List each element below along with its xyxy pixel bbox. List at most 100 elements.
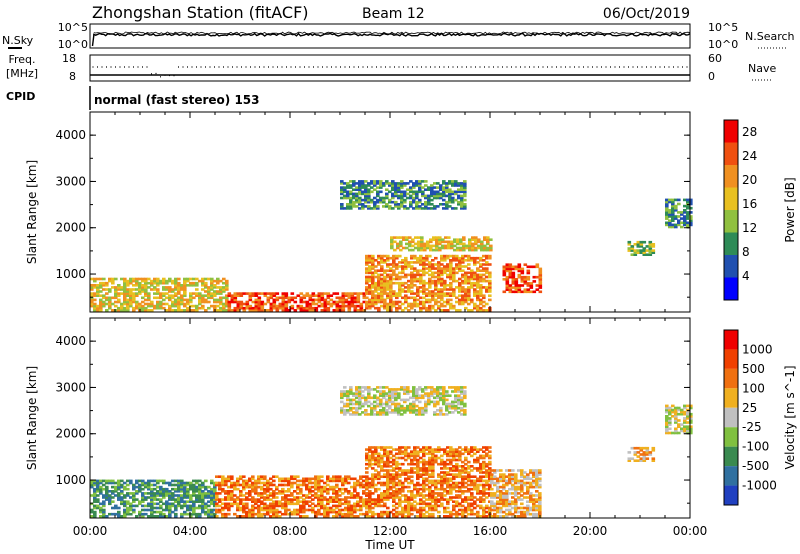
- heatmap-cell: [449, 261, 453, 264]
- heatmap-cell: [437, 494, 441, 497]
- heatmap-cell: [266, 479, 270, 483]
- heatmap-cell: [129, 481, 133, 485]
- heatmap-cell: [437, 279, 441, 283]
- heatmap-cell: [461, 300, 465, 304]
- heatmap-cell: [389, 256, 393, 260]
- heatmap-cell: [358, 200, 362, 204]
- heatmap-cell: [147, 277, 151, 281]
- heatmap-cell: [251, 292, 256, 295]
- heatmap-cell: [189, 483, 193, 487]
- heatmap-cell: [284, 512, 288, 516]
- heatmap-cell: [272, 490, 276, 493]
- heatmap-cell: [476, 450, 480, 453]
- heatmap-cell: [422, 304, 426, 308]
- noise-left-tick-top: 10^5: [58, 21, 88, 34]
- heatmap-cell: [335, 500, 339, 503]
- heatmap-cell: [520, 267, 525, 271]
- heatmap-cell: [379, 198, 383, 202]
- heatmap-cell: [407, 296, 411, 300]
- heatmap-cell: [174, 300, 178, 304]
- heatmap-cell: [284, 306, 289, 310]
- heatmap-cell: [349, 402, 353, 406]
- heatmap-cell: [236, 294, 241, 297]
- heatmap-cell: [338, 512, 342, 516]
- heatmap-cell: [284, 292, 289, 295]
- heatmap-cell: [502, 492, 506, 495]
- heatmap-cell: [305, 306, 310, 310]
- heatmap-cell: [514, 288, 519, 291]
- heatmap-cell: [373, 394, 377, 397]
- heatmap-cell: [361, 203, 365, 206]
- heatmap-cell: [171, 504, 175, 508]
- heatmap-cell: [117, 506, 121, 510]
- heatmap-cell: [382, 402, 386, 406]
- heatmap-cell: [413, 273, 417, 277]
- heatmap-cell: [455, 500, 459, 503]
- heatmap-cell: [392, 504, 396, 508]
- heatmap-cell: [338, 502, 342, 506]
- heatmap-cell: [505, 481, 509, 485]
- heatmap-cell: [314, 483, 318, 487]
- heatmap-cell: [514, 475, 518, 478]
- heatmap-cell: [254, 485, 258, 489]
- heatmap-cell: [153, 494, 157, 497]
- heatmap-cell: [392, 290, 396, 293]
- heatmap-cell: [532, 290, 537, 294]
- heatmap-cell: [368, 259, 372, 262]
- heatmap-cell: [368, 454, 372, 458]
- heatmap-cell: [508, 481, 512, 485]
- heatmap-cell: [129, 479, 133, 483]
- heatmap-cell: [355, 192, 359, 196]
- heatmap-cell: [467, 471, 471, 474]
- heatmap-cell: [440, 494, 444, 497]
- heatmap-cell: [479, 506, 483, 510]
- heatmap-cell: [379, 404, 383, 408]
- heatmap-cell: [320, 500, 324, 503]
- heatmap-cell: [352, 205, 356, 208]
- ytick-label: 1000: [55, 267, 86, 281]
- heatmap-cell: [105, 298, 109, 302]
- heatmap-cell: [398, 473, 402, 476]
- heatmap-cell: [126, 483, 130, 487]
- heatmap-cell: [201, 281, 205, 285]
- heatmap-cell: [99, 290, 103, 293]
- heatmap-cell: [382, 390, 386, 393]
- heatmap-cell: [308, 298, 313, 302]
- heatmap-cell: [367, 194, 371, 198]
- heatmap-cell: [422, 506, 426, 510]
- heatmap-cell: [275, 309, 280, 312]
- heatmap-cell: [415, 404, 419, 408]
- heatmap-cell: [189, 500, 193, 503]
- heatmap-cell: [462, 236, 466, 239]
- heatmap-cell: [141, 296, 145, 300]
- heatmap-cell: [461, 504, 465, 508]
- heatmap-cell: [180, 479, 184, 483]
- heatmap-cell: [395, 275, 399, 279]
- heatmap-cell: [508, 487, 512, 491]
- heatmap-cell: [444, 244, 448, 248]
- heatmap-cell: [138, 306, 142, 310]
- heatmap-cell: [365, 304, 369, 308]
- heatmap-cell: [386, 492, 390, 495]
- heatmap-cell: [415, 184, 419, 187]
- heatmap-cell: [502, 500, 506, 503]
- heatmap-cell: [482, 300, 486, 304]
- heatmap-cell: [463, 182, 467, 185]
- heatmap-cell: [471, 246, 475, 250]
- heatmap-cell: [386, 265, 390, 268]
- heatmap-cell: [117, 515, 121, 518]
- heatmap-cell: [441, 246, 445, 250]
- heatmap-cell: [386, 475, 390, 478]
- heatmap-cell: [347, 306, 352, 310]
- heatmap-cell: [343, 404, 347, 408]
- heatmap-cell: [388, 205, 392, 208]
- heatmap-cell: [419, 263, 423, 266]
- freq-left-tick-bottom: 8: [69, 70, 76, 83]
- heatmap-cell: [144, 481, 148, 485]
- heatmap-cell: [305, 502, 309, 506]
- heatmap-cell: [224, 483, 228, 487]
- heatmap-cell: [440, 477, 444, 481]
- heatmap-cell: [379, 413, 383, 416]
- heatmap-cell: [260, 300, 265, 304]
- heatmap-cell: [391, 388, 395, 391]
